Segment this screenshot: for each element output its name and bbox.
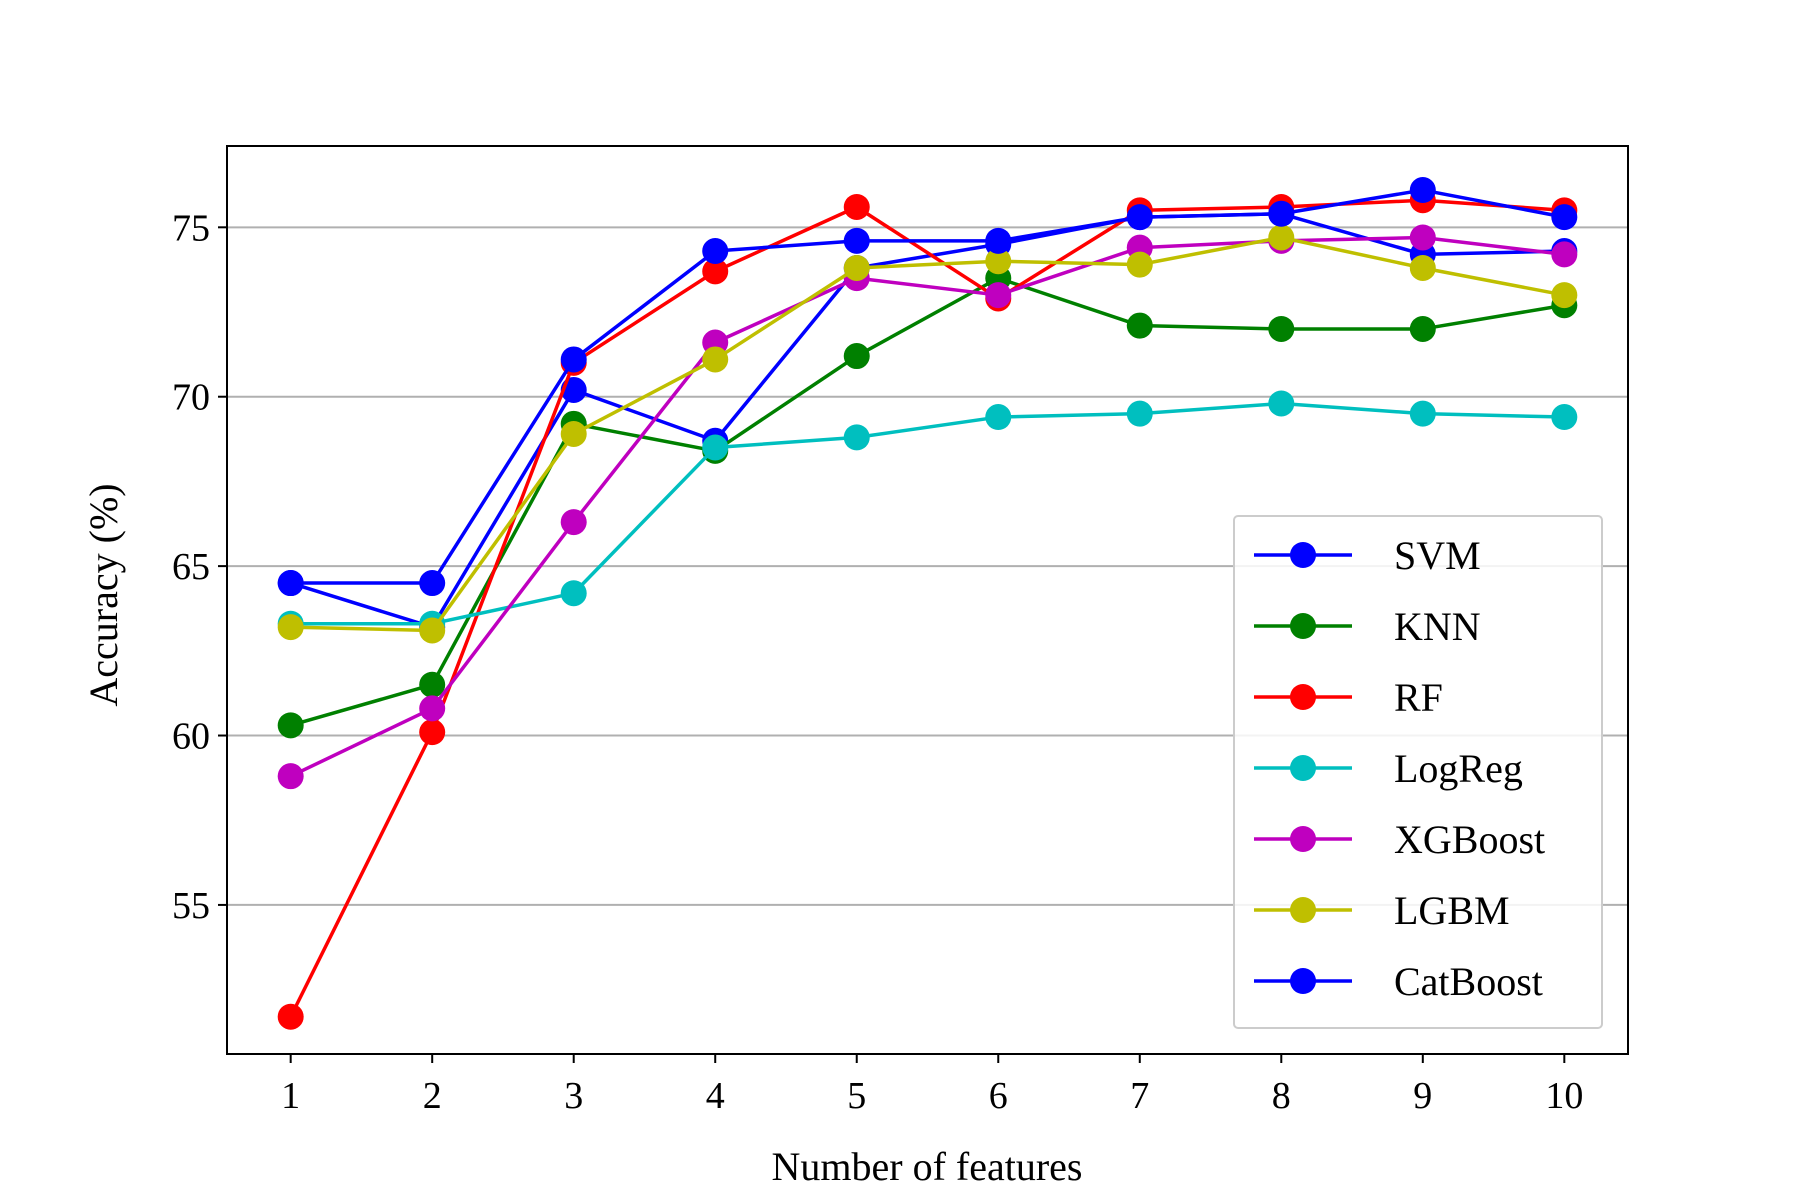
series-lgbm xyxy=(277,224,1578,644)
point-logreg-10 xyxy=(1551,404,1578,431)
y-tick-label-75: 75 xyxy=(172,207,210,249)
point-rf-5 xyxy=(843,193,870,220)
point-catboost-6 xyxy=(985,227,1012,254)
point-lgbm-9 xyxy=(1409,254,1436,281)
point-catboost-8 xyxy=(1268,200,1295,227)
legend-item-xgboost: XGBoost xyxy=(1254,817,1545,862)
point-catboost-9 xyxy=(1409,177,1436,204)
point-catboost-1 xyxy=(277,570,304,597)
axis-ticks: 55 60 65 70 75 1 2 3 4 5 6 7 8 9 10 xyxy=(172,207,1583,1117)
point-rf-4 xyxy=(702,258,729,285)
point-knn-7 xyxy=(1126,312,1153,339)
point-logreg-7 xyxy=(1126,400,1153,427)
point-xgboost-2 xyxy=(419,695,446,722)
point-knn-9 xyxy=(1409,315,1436,342)
point-logreg-5 xyxy=(843,424,870,451)
legend-marker-svm xyxy=(1290,542,1316,568)
point-xgboost-6 xyxy=(985,282,1012,309)
legend-item-logreg: LogReg xyxy=(1254,746,1523,791)
y-axis-label: Accuracy (%) xyxy=(81,483,126,706)
point-lgbm-2 xyxy=(419,617,446,644)
x-tick-label-10: 10 xyxy=(1545,1075,1583,1117)
legend-item-knn: KNN xyxy=(1254,604,1481,649)
legend-label-xgboost: XGBoost xyxy=(1394,817,1545,862)
x-tick-label-1: 1 xyxy=(281,1075,300,1117)
point-lgbm-5 xyxy=(843,254,870,281)
x-tick-label-6: 6 xyxy=(989,1075,1008,1117)
y-tick-label-60: 60 xyxy=(172,716,210,758)
legend-label-knn: KNN xyxy=(1394,604,1481,649)
y-tick-label-65: 65 xyxy=(172,546,210,588)
point-catboost-5 xyxy=(843,227,870,254)
point-catboost-4 xyxy=(702,238,729,265)
point-lgbm-7 xyxy=(1126,251,1153,278)
y-tick-label-70: 70 xyxy=(172,377,210,419)
series-line-catboost xyxy=(290,188,1565,585)
point-catboost-3 xyxy=(560,346,587,373)
series-lines xyxy=(277,177,1578,1030)
point-lgbm-6 xyxy=(985,248,1012,275)
series-line-svm xyxy=(290,212,1565,629)
x-tick-label-5: 5 xyxy=(847,1075,866,1117)
point-lgbm-3 xyxy=(560,420,587,447)
point-rf-1 xyxy=(277,1003,304,1030)
point-logreg-3 xyxy=(560,580,587,607)
series-line-knn xyxy=(290,276,1565,728)
series-logreg xyxy=(277,390,1578,637)
legend-item-rf: RF xyxy=(1254,675,1443,720)
point-rf-2 xyxy=(419,719,446,746)
series-line-logreg xyxy=(290,401,1565,626)
x-tick-label-4: 4 xyxy=(706,1075,725,1117)
point-xgboost-10 xyxy=(1551,241,1578,268)
legend-label-catboost: CatBoost xyxy=(1394,959,1543,1004)
series-line-xgboost xyxy=(289,235,1565,778)
x-tick-label-3: 3 xyxy=(564,1075,583,1117)
legend-item-lgbm: LGBM xyxy=(1254,888,1510,933)
legend-label-logreg: LogReg xyxy=(1394,746,1523,791)
legend-marker-lgbm xyxy=(1290,897,1316,923)
point-knn-2 xyxy=(419,671,446,698)
point-catboost-2 xyxy=(419,570,446,597)
point-knn-8 xyxy=(1268,315,1295,342)
legend-marker-knn xyxy=(1290,613,1316,639)
x-tick-label-8: 8 xyxy=(1272,1075,1291,1117)
legend-marker-xgboost xyxy=(1290,826,1316,852)
legend-marker-catboost xyxy=(1290,968,1316,994)
point-logreg-9 xyxy=(1409,400,1436,427)
point-lgbm-8 xyxy=(1268,224,1295,251)
point-lgbm-4 xyxy=(702,346,729,373)
point-knn-1 xyxy=(277,712,304,739)
point-catboost-10 xyxy=(1551,204,1578,231)
legend-label-rf: RF xyxy=(1394,675,1443,720)
legend-box xyxy=(1233,515,1603,1029)
point-lgbm-1 xyxy=(277,614,304,641)
legend-label-lgbm: LGBM xyxy=(1394,888,1510,933)
point-xgboost-9 xyxy=(1409,224,1436,251)
x-tick-label-9: 9 xyxy=(1413,1075,1432,1117)
legend-marker-rf xyxy=(1290,684,1316,710)
legend-label-svm: SVM xyxy=(1394,533,1481,578)
x-axis-label: Number of features xyxy=(772,1144,1083,1189)
legend-item-catboost: CatBoost xyxy=(1254,959,1543,1004)
point-catboost-7 xyxy=(1126,204,1153,231)
series-catboost xyxy=(277,177,1578,597)
legend: SVM KNN RF LogReg XGBoost LGBM CatBoost xyxy=(1233,515,1603,1029)
y-tick-label-55: 55 xyxy=(172,885,210,927)
legend-marker-logreg xyxy=(1290,755,1316,781)
legend-item-svm: SVM xyxy=(1254,533,1481,578)
point-xgboost-1 xyxy=(277,763,304,790)
plot-frame xyxy=(226,145,1629,1055)
point-logreg-6 xyxy=(985,404,1012,431)
point-knn-5 xyxy=(843,343,870,370)
x-tick-label-7: 7 xyxy=(1130,1075,1149,1117)
x-tick-label-2: 2 xyxy=(423,1075,442,1117)
point-logreg-4 xyxy=(702,434,729,461)
series-line-lgbm xyxy=(290,235,1565,633)
point-xgboost-3 xyxy=(560,509,587,536)
point-lgbm-10 xyxy=(1551,282,1578,309)
point-logreg-8 xyxy=(1268,390,1295,417)
